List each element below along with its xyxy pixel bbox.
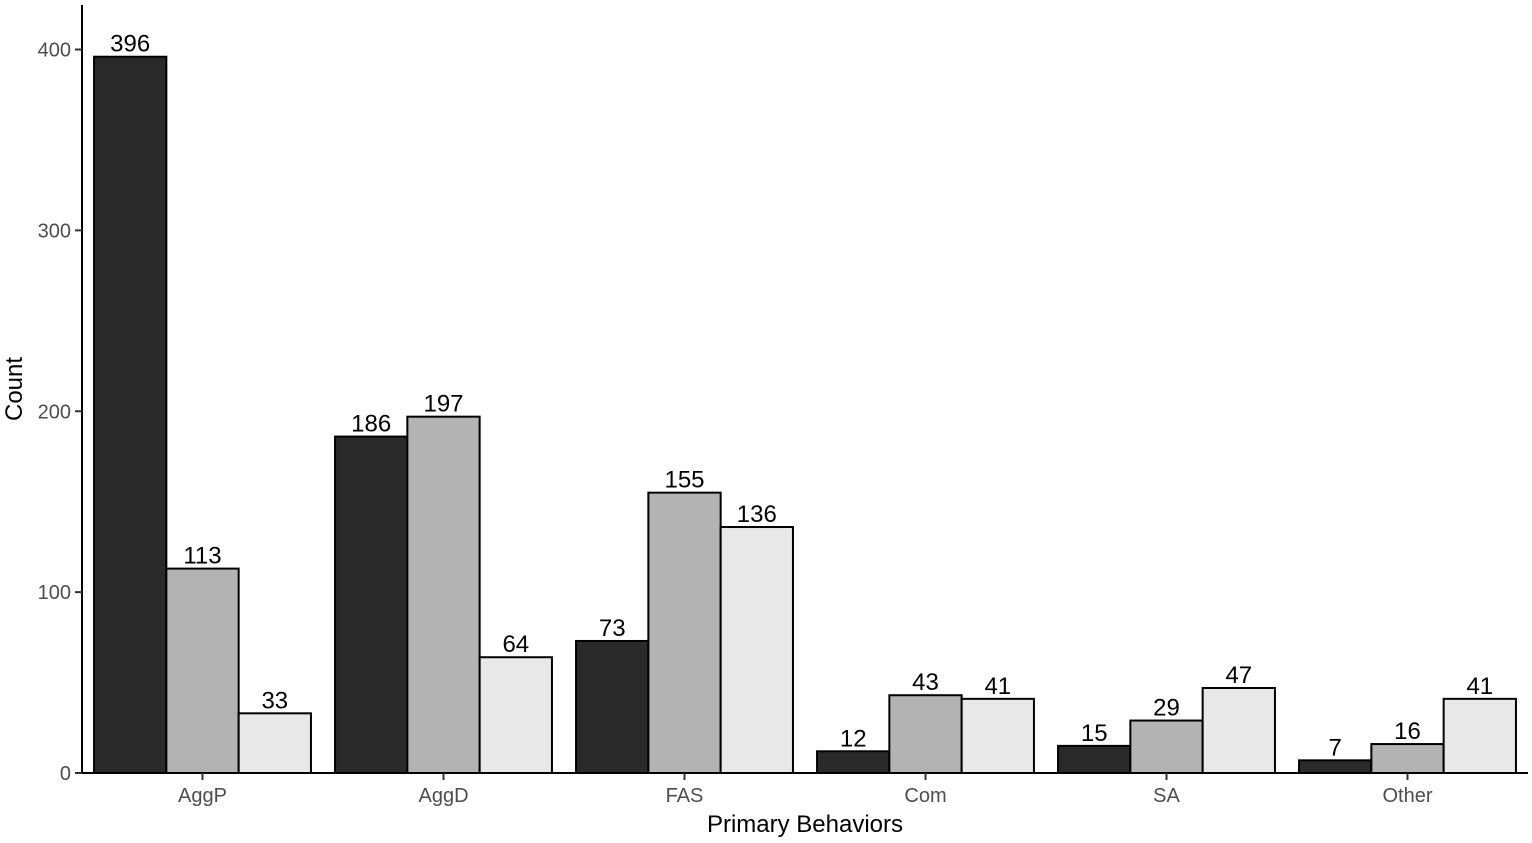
bar-aggp-2 xyxy=(165,567,240,775)
bar-com-3 xyxy=(960,697,1035,774)
data-label-com-2: 43 xyxy=(912,669,939,696)
x-tick-label-aggp: AggP xyxy=(178,785,227,807)
y-tick-label-200: 200 xyxy=(38,401,71,423)
bar-fas-3 xyxy=(719,526,794,775)
bar-aggd-2 xyxy=(406,415,481,774)
x-tick-label-fas: FAS xyxy=(666,785,704,807)
bar-sa-1 xyxy=(1057,744,1132,775)
bar-other-3 xyxy=(1442,697,1517,774)
bar-sa-3 xyxy=(1201,686,1276,775)
data-label-aggd-2: 197 xyxy=(423,391,463,418)
y-tick-label-100: 100 xyxy=(38,582,71,604)
data-label-com-3: 41 xyxy=(984,673,1011,700)
data-label-aggp-2: 113 xyxy=(183,543,221,570)
data-label-aggd-1: 186 xyxy=(351,411,391,438)
bars-group xyxy=(93,55,1517,775)
bar-other-1 xyxy=(1298,759,1373,774)
data-label-other-3: 41 xyxy=(1466,673,1493,700)
data-label-com-1: 12 xyxy=(840,725,867,752)
y-tick-label-400: 400 xyxy=(38,40,71,62)
y-tick-label-0: 0 xyxy=(60,763,71,785)
bar-other-2 xyxy=(1370,743,1445,774)
bar-fas-1 xyxy=(575,639,650,774)
data-label-sa-1: 15 xyxy=(1081,720,1108,747)
data-label-fas-2: 155 xyxy=(664,467,704,494)
data-labels-group: 396 113 33 186 197 64 73 155 136 12 43 41 15 29 47 7 16 4… xyxy=(110,31,1493,762)
x-axis-title: Primary Behaviors xyxy=(707,811,903,838)
bar-aggp-3 xyxy=(237,712,312,775)
bar-com-2 xyxy=(888,694,963,775)
bar-com-1 xyxy=(816,750,891,774)
x-tick-label-sa: SA xyxy=(1153,785,1180,807)
y-ticks-group: 0 100 200 300 400 xyxy=(38,40,82,785)
bar-aggd-3 xyxy=(478,656,553,774)
bar-aggd-1 xyxy=(334,435,409,774)
x-tick-label-aggd: AggD xyxy=(418,785,468,807)
x-tick-label-com: Com xyxy=(904,785,946,807)
data-label-aggd-3: 64 xyxy=(502,631,529,658)
data-label-aggp-1: 396 xyxy=(110,31,150,58)
x-ticks-group: AggP AggD FAS Com SA Other xyxy=(178,773,1433,807)
data-label-sa-3: 47 xyxy=(1225,662,1252,689)
y-axis-title: Count xyxy=(1,357,28,421)
data-label-fas-3: 136 xyxy=(737,501,777,528)
data-label-other-1: 7 xyxy=(1329,734,1342,761)
bar-fas-2 xyxy=(647,491,722,774)
data-label-other-2: 16 xyxy=(1394,718,1421,745)
bar-aggp-1 xyxy=(93,55,168,775)
data-label-sa-2: 29 xyxy=(1153,695,1180,722)
data-label-fas-1: 73 xyxy=(599,615,626,642)
bar-sa-2 xyxy=(1129,719,1204,775)
y-tick-label-300: 300 xyxy=(38,220,71,242)
data-label-aggp-3: 33 xyxy=(261,687,288,714)
x-tick-label-other: Other xyxy=(1382,785,1432,807)
